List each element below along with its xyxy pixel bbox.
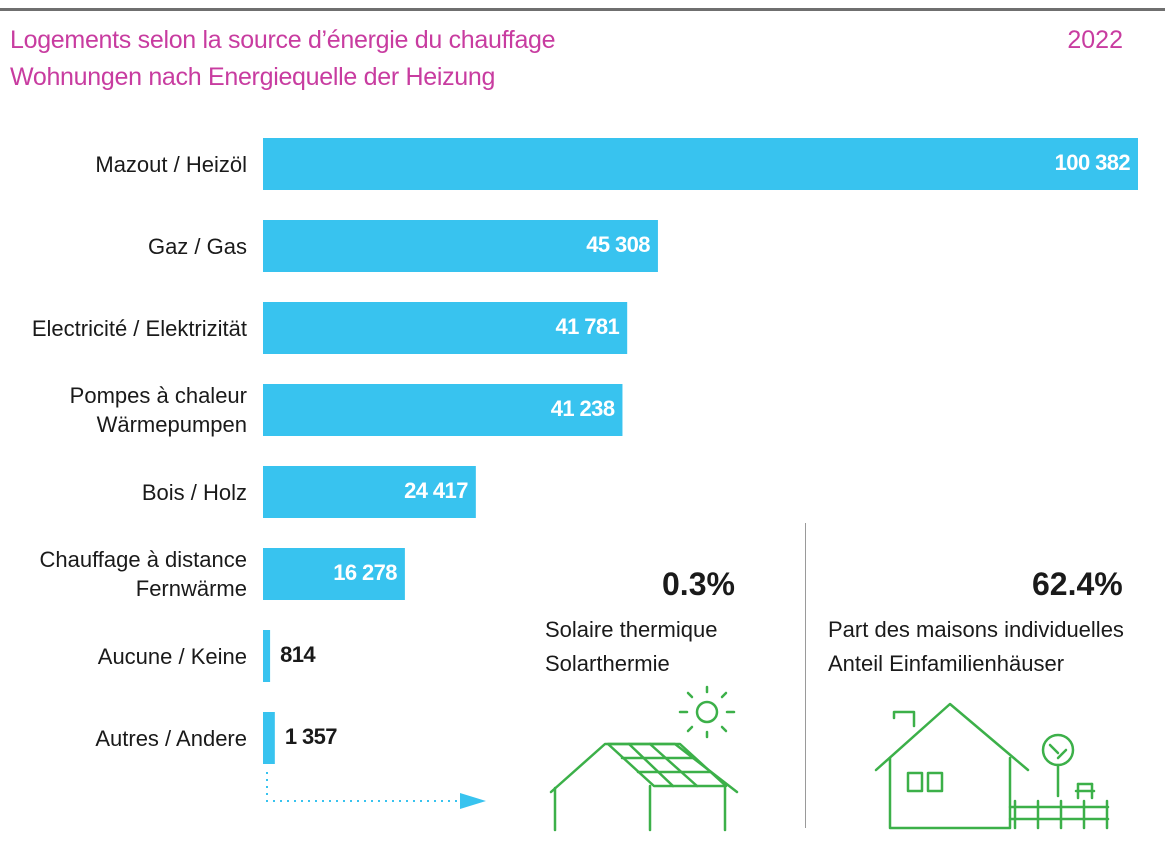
dotted-arrow-icon (266, 772, 486, 809)
category-label-3: Pompes à chaleur Wärmepumpen (69, 383, 247, 437)
bar-0 (263, 138, 1138, 190)
solar-label-fr: Solaire thermique (545, 617, 718, 642)
chart-title-de: Wohnungen nach Energiequelle der Heizung (10, 63, 496, 91)
value-label-2: 41 781 (555, 314, 620, 339)
value-label-0: 100 382 (1054, 150, 1131, 175)
houses-label-de: Anteil Einfamilienhäuser (828, 651, 1065, 676)
houses-percent: 62.4% (1032, 566, 1123, 602)
chart-title-fr: Logements selon la source d’énergie du c… (10, 26, 556, 54)
bar-5 (263, 548, 405, 600)
category-label-1: Gaz / Gas (147, 233, 247, 259)
value-label-6: 814 (280, 642, 316, 667)
top-rule (0, 8, 1165, 11)
solar-panel-roof-icon (549, 685, 739, 832)
value-label-4: 24 417 (404, 478, 468, 503)
bar-2 (263, 302, 628, 354)
category-label-2: Electricité / Elektrizität (31, 315, 247, 341)
category-label-7: Autres / Andere (95, 725, 247, 751)
solar-percent: 0.3% (662, 566, 735, 602)
value-label-7: 1 357 (284, 724, 338, 749)
house-with-tree-icon (874, 702, 1110, 830)
bar-6 (263, 630, 271, 682)
bar-4 (263, 466, 476, 518)
bar-7 (263, 712, 275, 764)
value-label-3: 41 238 (550, 396, 615, 421)
houses-label-fr: Part des maisons individuelles (828, 617, 1124, 642)
solar-label-de: Solarthermie (545, 651, 670, 676)
category-label-0: Mazout / Heizöl (95, 151, 247, 177)
value-label-1: 45 308 (586, 232, 650, 257)
chart-year: 2022 (1067, 26, 1123, 54)
divider (805, 523, 806, 828)
category-label-5: Chauffage à distance Fernwärme (39, 547, 247, 601)
bar-3 (263, 384, 623, 436)
category-label-6: Aucune / Keine (97, 643, 247, 669)
bar-1 (263, 220, 658, 272)
value-label-5: 16 278 (333, 560, 397, 585)
category-label-4: Bois / Holz (141, 479, 247, 505)
